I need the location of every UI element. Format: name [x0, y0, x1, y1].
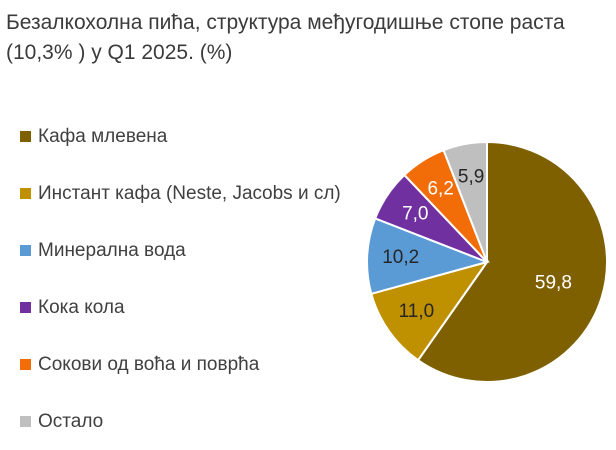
legend-swatch [20, 245, 31, 256]
slice-data-label: 11,0 [399, 301, 435, 322]
slice-data-label: 6,2 [427, 179, 453, 200]
legend-item: Кока кола [20, 279, 360, 336]
legend-label: Кока кола [38, 296, 125, 318]
legend-label: Остало [38, 410, 104, 432]
legend-item: Кафа млевена [20, 108, 360, 165]
chart-title: Безалкохолна пића, структура међугодишње… [6, 8, 610, 68]
legend-label: Кафа млевена [38, 125, 168, 147]
chart-title-line-2: (10,3% ) у Q1 2025. (%) [6, 41, 233, 64]
legend-swatch [20, 359, 31, 370]
pie-slice [416, 140, 608, 383]
legend-item: Минерална вода [20, 222, 360, 279]
pie-slice [442, 140, 488, 263]
chart-title-line-1: Безалкохолна пића, структура међугодишње… [6, 11, 565, 34]
slice-data-label: 5,9 [458, 167, 484, 188]
legend-label: Минерална вода [38, 239, 186, 261]
slice-data-label: 59,8 [535, 273, 572, 294]
slice-data-label: 7,0 [402, 203, 428, 224]
legend-item: Остало [20, 393, 360, 450]
legend-swatch [20, 131, 31, 142]
legend-swatch [20, 302, 31, 313]
slice-data-label: 10,2 [382, 247, 419, 268]
legend-swatch [20, 416, 31, 427]
legend-label: Сокови од воћа и поврћа [38, 353, 260, 375]
pie-slice [366, 217, 491, 296]
legend-label: Инстант кафа (Neste, Jacobs и сл) [38, 182, 341, 204]
chart-legend: Кафа млевена Инстант кафа (Neste, Jacobs … [20, 108, 360, 450]
legend-item: Инстант кафа (Neste, Jacobs и сл) [20, 165, 360, 222]
legend-swatch [20, 188, 31, 199]
legend-item: Сокови од воћа и поврћа [20, 336, 360, 393]
